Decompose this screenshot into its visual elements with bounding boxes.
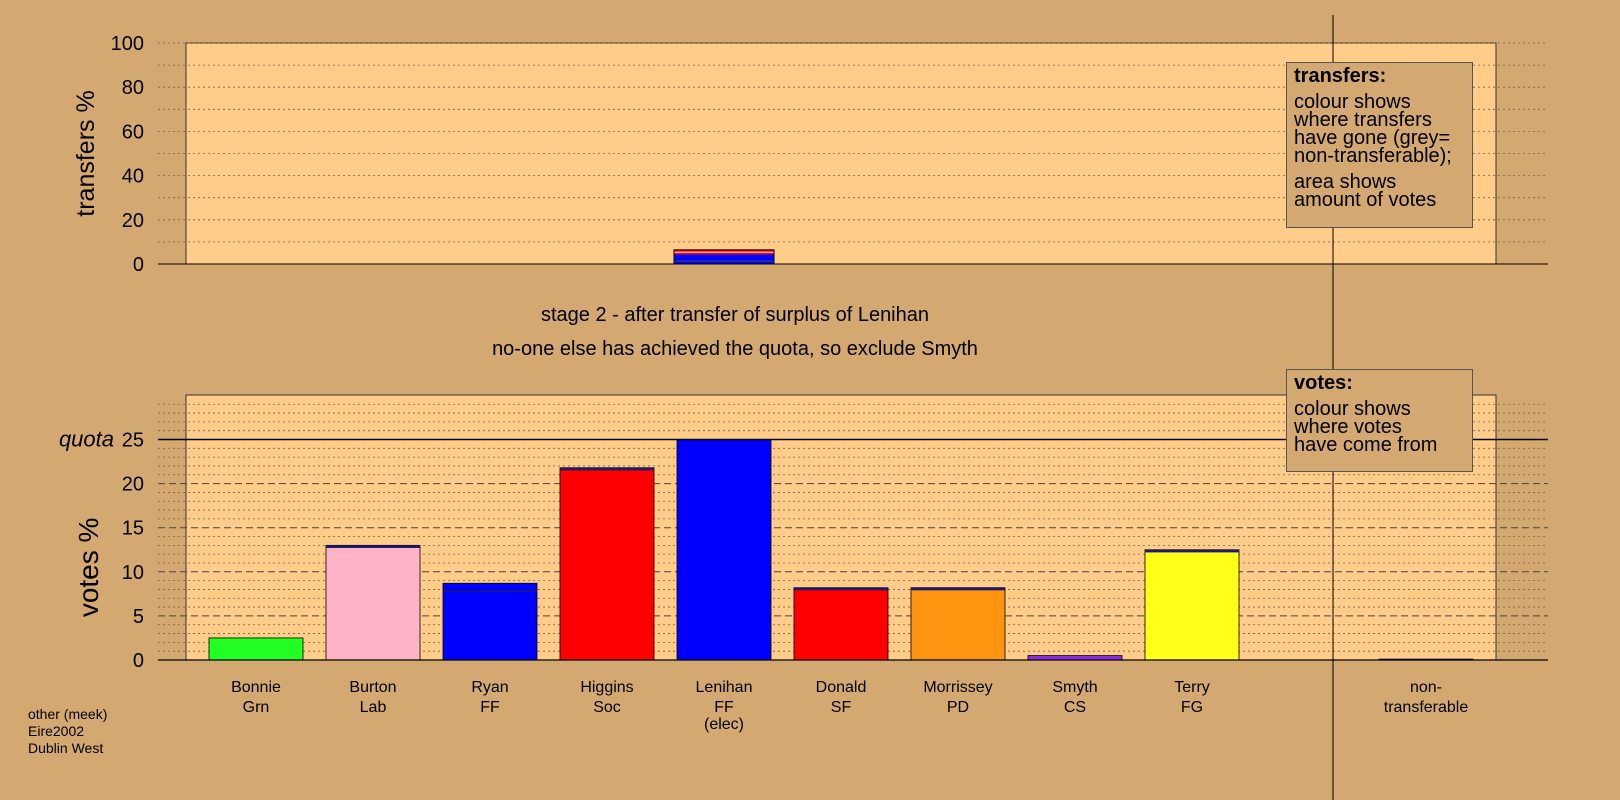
votes-legend: votes: colour shows where votes have com… — [1286, 369, 1473, 472]
stage-title: stage 2 - after transfer of surplus of L… — [541, 304, 929, 326]
votes-tick-label: 25 — [122, 430, 144, 452]
votes-tick-label: 10 — [122, 562, 144, 584]
transfer-bar-outline — [673, 249, 775, 265]
votes-axis-label: votes % — [73, 518, 104, 618]
transfer-segment — [674, 260, 774, 262]
candidate-name-label: non- — [1410, 679, 1442, 696]
candidate-name-label: Higgins — [580, 679, 633, 696]
candidate-party-label: SF — [831, 699, 852, 716]
vote-bar — [559, 467, 655, 661]
votes-tick-label: 0 — [133, 650, 144, 672]
candidate-party-label: transferable — [1384, 699, 1469, 716]
candidate-party-label: CS — [1064, 699, 1086, 716]
vote-bar — [910, 587, 1006, 661]
vote-bar-transfer-cap — [911, 587, 1005, 591]
vote-bar — [208, 637, 304, 661]
transfers-legend-colour-text: colour shows where transfers have gone (… — [1294, 91, 1452, 167]
candidate-party-label: PD — [947, 699, 969, 716]
transfers-tick-label: 80 — [122, 77, 144, 99]
vote-bar — [325, 544, 421, 661]
candidate-name-label: Morrissey — [923, 679, 992, 696]
candidate-party-label: FF — [480, 699, 500, 716]
quota-label: quota — [59, 427, 114, 452]
candidate-party-label: FF — [714, 699, 734, 716]
candidate-name-label: Burton — [349, 679, 396, 696]
candidate-party-label: FG — [1181, 699, 1203, 716]
votes-tick-label: 5 — [133, 606, 144, 628]
transfers-tick-label: 40 — [122, 166, 144, 188]
transfers-legend: transfers: colour shows where transfers … — [1286, 62, 1473, 228]
candidate-party-label: Grn — [243, 699, 270, 716]
footer-constituency: Dublin West — [28, 740, 104, 756]
candidate-name-label: Lenihan — [696, 679, 753, 696]
transfer-segment — [674, 252, 774, 255]
votes-legend-text: colour shows where votes have come from — [1294, 398, 1438, 456]
vote-bar — [793, 587, 889, 661]
candidate-party-label: Lab — [360, 699, 387, 716]
transfers-tick-label: 20 — [122, 210, 144, 232]
votes-tick-label: 15 — [122, 518, 144, 540]
candidate-name-label: Donald — [816, 679, 867, 696]
candidate-elected-label: (elec) — [704, 716, 744, 733]
transfers-legend-area-text: area shows amount of votes — [1294, 171, 1437, 211]
candidate-name-label: Ryan — [471, 679, 508, 696]
vote-bar — [1027, 655, 1123, 661]
transfer-segment — [674, 254, 774, 261]
transfer-segment — [674, 249, 774, 252]
vote-bar — [1144, 549, 1240, 661]
candidate-name-label: Bonnie — [231, 679, 281, 696]
transfer-segment — [674, 261, 774, 264]
candidate-name-label: Smyth — [1052, 679, 1097, 696]
candidate-name-label: Terry — [1174, 679, 1210, 696]
vote-bar-transfer-cap — [1145, 549, 1239, 553]
transfers-tick-label: 60 — [122, 121, 144, 143]
vote-bar — [442, 582, 538, 661]
vote-bar — [676, 439, 772, 661]
votes-tick-label: 20 — [122, 474, 144, 496]
vote-bar-transfer-cap — [560, 467, 654, 471]
footer-method: other (meek) — [28, 706, 108, 722]
vote-bar-transfer-cap — [794, 587, 888, 591]
transfer-segment — [674, 251, 774, 253]
transfers-axis-label: transfers % — [72, 90, 100, 216]
vote-bar-transfer-cap — [326, 545, 420, 548]
footer-election: Eire2002 — [28, 723, 85, 739]
transfers-tick-label: 100 — [111, 33, 144, 55]
stage-subtitle: no-one else has achieved the quota, so e… — [492, 338, 978, 360]
transfers-legend-title: transfers: — [1294, 65, 1387, 87]
candidate-party-label: Soc — [593, 699, 621, 716]
votes-legend-title: votes: — [1294, 372, 1353, 394]
transfers-tick-label: 0 — [133, 254, 144, 276]
